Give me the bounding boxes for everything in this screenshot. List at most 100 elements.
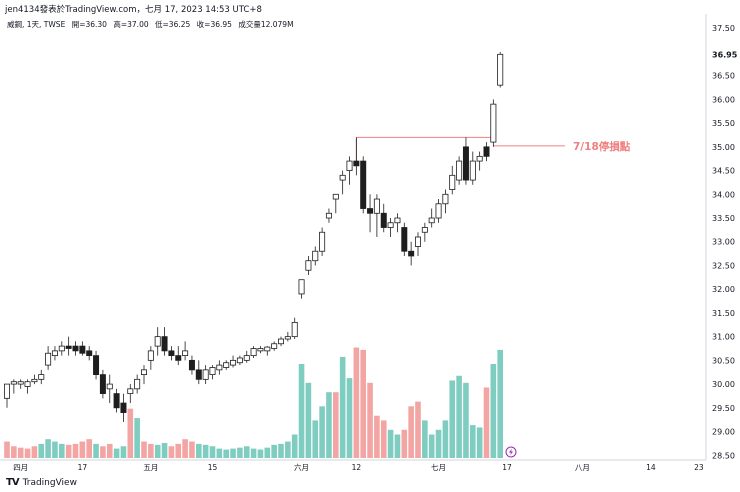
volume-bar (17, 447, 24, 458)
volume-bar (257, 449, 264, 458)
volume-bar (333, 392, 339, 458)
time-tick-label: 八月 (575, 463, 590, 472)
volume-bar (394, 434, 401, 458)
candle-body (236, 357, 243, 364)
time-tick-label: 23 (694, 463, 704, 472)
volume-bar (476, 427, 483, 458)
candle-body (127, 388, 134, 394)
volume-bar (346, 378, 353, 458)
price-tick-label: 32.00 (712, 285, 735, 294)
candle-body (4, 383, 10, 399)
candle-body (79, 345, 86, 354)
candle-body (284, 336, 291, 340)
volume-bar (367, 382, 373, 458)
volume-bar (161, 442, 168, 458)
volume-bar (4, 441, 10, 458)
candle-body (449, 174, 456, 190)
volume-bar (65, 444, 72, 458)
candle-body (147, 350, 154, 361)
volume-bar (264, 447, 271, 458)
volume-bar (483, 387, 490, 458)
volume-bar (449, 380, 456, 458)
candle-body (277, 338, 284, 345)
volume-bar (305, 382, 312, 458)
volume-bar (86, 439, 92, 458)
volume-bar (285, 441, 291, 458)
price-tick-label: 37.50 (712, 24, 735, 33)
volume-bar (401, 429, 408, 458)
candle-body (195, 369, 202, 380)
volume-bar (490, 364, 497, 458)
volume-bar (134, 418, 140, 458)
volume-bar (422, 420, 428, 458)
candle-body (106, 383, 113, 390)
volume-bar (470, 425, 476, 458)
volume-bar (278, 443, 284, 458)
price-tick-label: 29.50 (712, 404, 735, 413)
price-tick-label: 36.00 (712, 95, 735, 104)
last-price-label: 36.95 (712, 50, 738, 59)
candle-body (476, 155, 483, 162)
volume-bar (326, 392, 332, 458)
volume-bar (380, 420, 387, 458)
price-tick-label: 33.50 (712, 214, 735, 223)
candle-body (65, 345, 72, 349)
candle-body (38, 374, 45, 380)
candle-body (387, 222, 394, 228)
volume-bar (298, 364, 305, 458)
price-tick-label: 34.50 (712, 167, 735, 176)
price-tick-label: 36.50 (712, 72, 735, 81)
candle-body (99, 374, 106, 394)
price-tick-label: 31.00 (712, 333, 735, 342)
candle-body (24, 381, 31, 387)
candle-body (442, 193, 449, 205)
candle-body (373, 198, 380, 214)
lightning-icon (509, 448, 513, 456)
volume-bar (456, 375, 462, 458)
price-tick-label: 33.00 (712, 238, 735, 247)
volume-bar (168, 446, 175, 458)
volume-bar (189, 441, 195, 458)
volume-bar (141, 441, 147, 458)
candle-body (182, 350, 189, 357)
volume-bar (463, 382, 469, 458)
volume-bar (291, 434, 298, 458)
price-tick-label: 28.50 (712, 451, 735, 460)
candle-body (456, 160, 463, 181)
volume-bar (24, 448, 31, 458)
volume-bar (182, 439, 188, 458)
price-tick-label: 34.00 (712, 190, 735, 199)
brand-label: TradingView (22, 477, 77, 488)
ohlc-close: 收=36.95 (196, 20, 232, 29)
candle-body (332, 193, 339, 200)
price-tick-label: 30.50 (712, 356, 735, 365)
candle-body (10, 381, 17, 385)
candle-body (17, 381, 24, 385)
candle-body (230, 359, 237, 366)
volume-bar (113, 448, 120, 458)
volume-bar (127, 408, 134, 458)
volume-bar (339, 356, 346, 458)
candle-body (435, 203, 442, 219)
volume-value: 成交量12.079M (238, 20, 294, 29)
candle-body (257, 348, 264, 352)
volume-bar (120, 446, 127, 458)
volume-bar (387, 429, 394, 458)
time-tick-label: 17 (78, 463, 88, 472)
symbol-name[interactable]: 威鋼, 1天, TWSE (7, 20, 66, 29)
time-tick-label: 17 (502, 463, 512, 472)
candle-body (58, 345, 65, 352)
candle-body (462, 146, 469, 181)
volume-bar (223, 449, 229, 458)
price-tick-label: 30.00 (712, 380, 735, 389)
candle-body (161, 336, 168, 352)
volume-bar (52, 441, 58, 458)
candle-body (394, 217, 401, 224)
candle-body (250, 348, 257, 357)
volume-bar (196, 443, 202, 458)
volume-bar (93, 443, 99, 458)
stop-loss-annotation: 7/18停損點 (573, 140, 631, 153)
candle-body (113, 393, 120, 409)
time-tick-label: 四月 (13, 463, 28, 472)
